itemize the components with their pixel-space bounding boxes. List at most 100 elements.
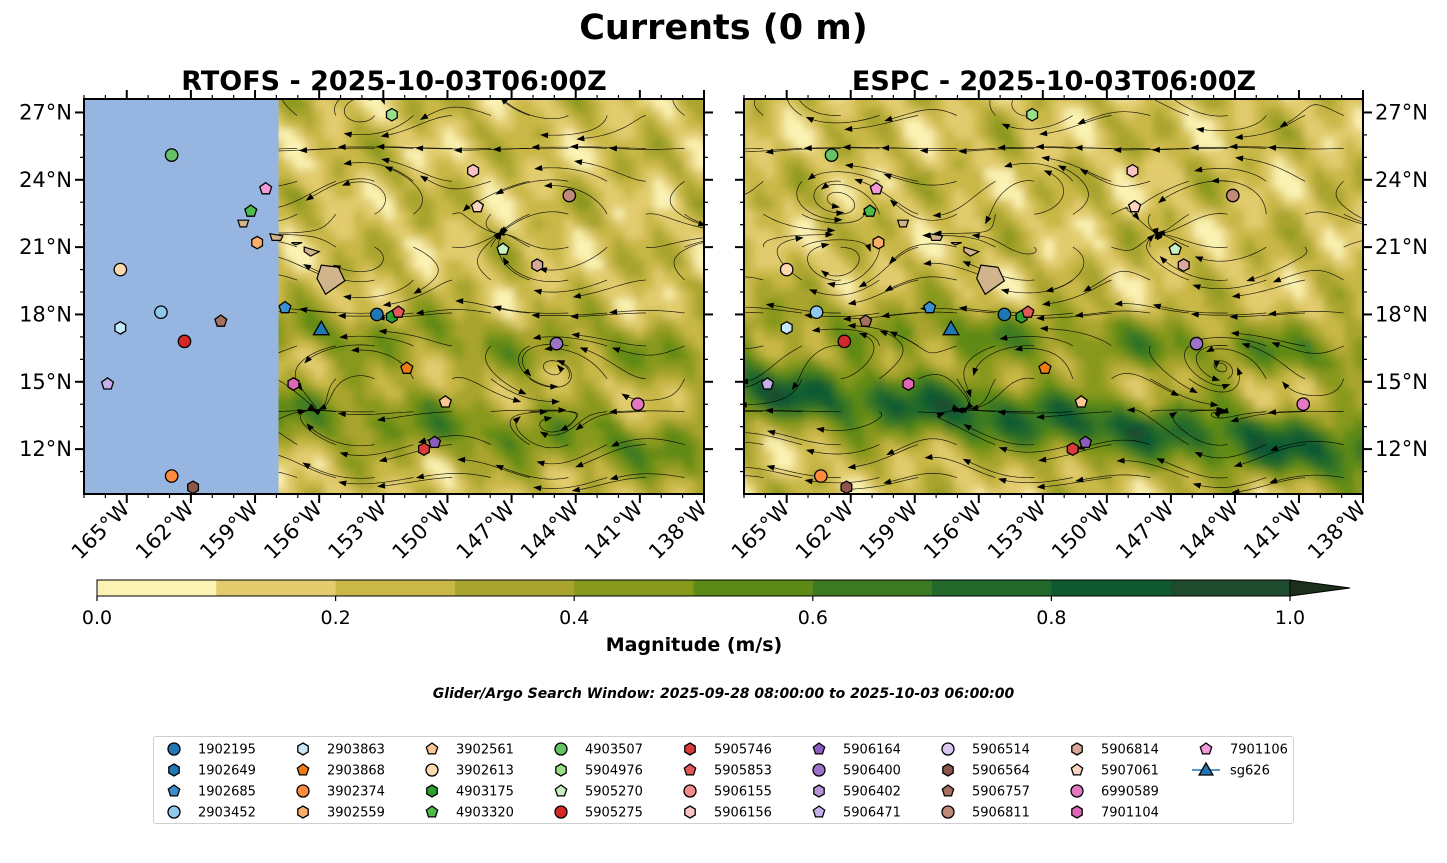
legend-label: 1902649 xyxy=(198,764,256,779)
legend-label: 1902685 xyxy=(198,785,256,800)
float-5906164 xyxy=(1078,435,1093,449)
espc-hawaii-islands xyxy=(896,219,1006,296)
legend-entry-4903507: 4903507 xyxy=(554,742,643,758)
legend-entry-5905270: 5905270 xyxy=(554,784,643,800)
legend-marker xyxy=(296,784,310,798)
legend-label: 5906400 xyxy=(843,764,901,779)
legend-marker xyxy=(167,805,181,819)
legend-marker xyxy=(1199,742,1213,755)
float-2903868 xyxy=(400,361,414,374)
float-4903320 xyxy=(863,204,877,217)
rtofs-map-panel: RTOFS - 2025-10-03T06:00Z 165°W162°W159°… xyxy=(19,66,713,564)
float-5905853 xyxy=(391,305,405,318)
float-7901106 xyxy=(869,181,883,195)
y-tick-label: 15°N xyxy=(1375,370,1428,394)
x-tick-label: 147°W xyxy=(452,496,520,564)
legend-marker xyxy=(941,805,955,819)
legend-label: 5906514 xyxy=(972,743,1030,758)
float-2903452 xyxy=(154,305,168,320)
legend-entry-5905853: 5905853 xyxy=(683,763,772,779)
legend-marker xyxy=(683,784,697,798)
legend-label: sg626 xyxy=(1230,764,1270,779)
float-7901106 xyxy=(259,181,273,195)
legend-marker xyxy=(683,763,697,776)
legend-label: 2903452 xyxy=(198,806,256,821)
legend-marker xyxy=(1070,784,1084,798)
legend-label: 5906814 xyxy=(1101,743,1159,758)
y-tick-label: 12°N xyxy=(1375,437,1428,461)
x-tick-label: 153°W xyxy=(323,496,391,564)
colorbar-segment xyxy=(335,580,456,596)
float-5906400 xyxy=(549,336,564,351)
x-tick-label: 144°W xyxy=(1175,496,1243,564)
legend-entry-5906814: 5906814 xyxy=(1071,742,1159,758)
float-5906811 xyxy=(1225,188,1240,203)
legend-label: 5905853 xyxy=(714,764,772,779)
y-tick-label: 24°N xyxy=(1375,168,1428,192)
float-5906564 xyxy=(187,480,200,494)
float-5906757 xyxy=(214,314,228,327)
espc-float-markers xyxy=(760,107,1311,494)
espc-panel-title: ESPC - 2025-10-03T06:00Z xyxy=(852,66,1256,97)
float-3902374 xyxy=(164,469,179,483)
legend-entry-sg626: sg626 xyxy=(1192,761,1270,779)
legend-label: 5905270 xyxy=(585,785,643,800)
float-5905853 xyxy=(1021,305,1035,318)
float-5905275 xyxy=(177,334,192,349)
legend-entry-5906164: 5906164 xyxy=(812,742,901,758)
legend-entry-2903868: 2903868 xyxy=(296,763,385,779)
speed-colorbar: 0.0 0.2 0.4 0.6 0.8 1.0 Magnitude (m/s) xyxy=(82,579,1351,656)
legend-label: 2903868 xyxy=(327,764,385,779)
x-tick-label: 153°W xyxy=(983,496,1051,564)
legend-label: 5907061 xyxy=(1101,764,1159,779)
float-3902613 xyxy=(779,262,794,277)
y-tick-label: 18°N xyxy=(19,302,72,326)
x-tick-label: 156°W xyxy=(919,496,987,564)
legend-entry-5906402: 5906402 xyxy=(813,784,901,800)
legend-entry-2903863: 2903863 xyxy=(297,742,385,758)
x-tick-label: 159°W xyxy=(195,496,263,564)
rtofs-panel-title: RTOFS - 2025-10-03T06:00Z xyxy=(181,66,607,97)
x-tick-label: 162°W xyxy=(131,496,199,564)
colorbar-segment xyxy=(1170,580,1291,596)
float-2903863 xyxy=(780,320,793,335)
float-3902374 xyxy=(813,469,828,483)
colorbar-tick-label: 0.4 xyxy=(559,607,589,629)
y-tick-label: 15°N xyxy=(19,370,72,394)
legend-marker xyxy=(554,805,568,819)
legend-marker xyxy=(812,805,826,818)
legend-label: 3902613 xyxy=(456,764,514,779)
float-5906156 xyxy=(1126,163,1139,178)
legend-marker xyxy=(941,742,955,756)
espc-speed-field xyxy=(744,99,1363,494)
legend-entry-3902613: 3902613 xyxy=(425,763,514,779)
colorbar-segment xyxy=(693,580,814,596)
colorbar-segment xyxy=(932,580,1052,596)
float-7901104 xyxy=(287,377,300,391)
legend-entry-6990589: 6990589 xyxy=(1070,784,1159,800)
legend-entry-5906156: 5906156 xyxy=(684,805,772,821)
legend-entry-5907061: 5907061 xyxy=(1070,763,1159,779)
rtofs-hawaii-islands xyxy=(237,219,346,296)
legend-marker xyxy=(425,805,439,818)
float-3902559 xyxy=(251,235,264,250)
colorbar-tick-label: 0.6 xyxy=(798,607,828,629)
legend-label: 7901106 xyxy=(1230,743,1288,758)
float-4903507 xyxy=(824,148,839,162)
legend-marker xyxy=(554,784,568,797)
legend-marker xyxy=(684,805,696,819)
legend-entry-7901106: 7901106 xyxy=(1199,742,1288,758)
search-window-note: Glider/Argo Search Window: 2025-09-28 08… xyxy=(432,686,1015,702)
colorbar-segment xyxy=(216,580,337,596)
float-5906156 xyxy=(467,163,480,178)
legend-label: 3902559 xyxy=(327,806,385,821)
float-5906564 xyxy=(840,480,853,494)
legend-marker xyxy=(812,742,826,755)
legend-label: 1902195 xyxy=(198,743,256,758)
legend-label: 5904976 xyxy=(585,764,643,779)
legend-marker xyxy=(425,742,439,755)
colorbar-frame xyxy=(96,579,1291,597)
colorbar-tick-label: 0.8 xyxy=(1036,607,1066,629)
float-sg626 xyxy=(312,319,331,336)
float-2903452 xyxy=(809,305,824,320)
